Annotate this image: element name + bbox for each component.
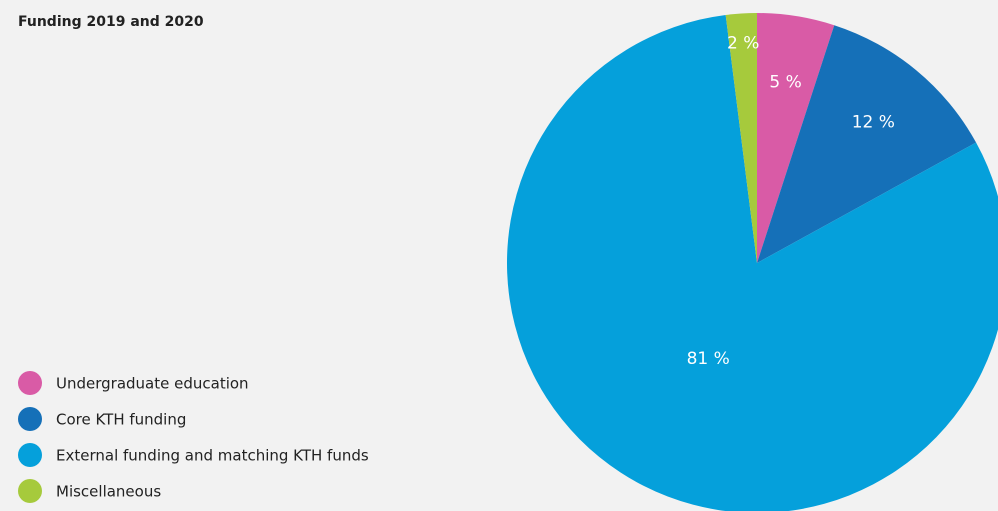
chart-title: Funding 2019 and 2020 (18, 14, 204, 30)
legend-swatch (18, 443, 42, 467)
legend-label: Miscellaneous (56, 483, 161, 501)
legend-swatch (18, 407, 42, 431)
pie-slice (725, 13, 757, 263)
value-label: 12 % (852, 112, 895, 132)
value-label: 2 % (727, 33, 759, 53)
legend-label: Undergraduate education (56, 375, 249, 393)
legend-swatch (18, 479, 42, 503)
value-label: 81 % (687, 349, 730, 369)
pie-slice (757, 25, 977, 263)
legend-label: Core KTH funding (56, 411, 186, 429)
legend-label: External funding and matching KTH funds (56, 447, 369, 465)
legend-swatch (18, 371, 42, 395)
pie-slice (507, 14, 998, 511)
value-label: 5 % (769, 73, 801, 93)
pie-slice (757, 13, 835, 263)
